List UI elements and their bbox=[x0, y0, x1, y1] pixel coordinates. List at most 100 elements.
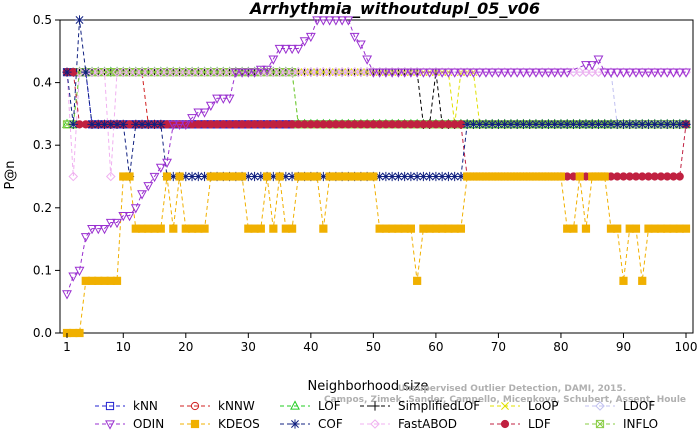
y-tick-label-2: 0.2 bbox=[33, 201, 52, 215]
point-fastabod-39 bbox=[306, 67, 316, 77]
point-fastabod-83 bbox=[581, 67, 591, 77]
point-fastabod-36 bbox=[287, 67, 297, 77]
point-cof-20 bbox=[187, 171, 197, 182]
point-odin-9 bbox=[118, 212, 129, 222]
legend-marker-lof bbox=[290, 400, 300, 410]
point-odin-25 bbox=[218, 94, 229, 104]
point-odin-38 bbox=[299, 37, 310, 47]
series-lof bbox=[62, 66, 691, 128]
point-cof-95 bbox=[656, 119, 666, 129]
legend-item-kdeos: KDEOS bbox=[180, 417, 260, 431]
point-fastabod-34 bbox=[274, 67, 285, 77]
series-line-ldof bbox=[67, 71, 686, 125]
point-cof-70 bbox=[500, 119, 510, 129]
point-cof-82 bbox=[575, 119, 585, 129]
point-cof-97 bbox=[668, 119, 679, 129]
point-odin-88 bbox=[624, 68, 635, 78]
point-kdeos-36 bbox=[287, 224, 297, 233]
series-layer bbox=[62, 15, 691, 338]
point-cof-51 bbox=[381, 171, 391, 182]
legend-marker-ldof bbox=[595, 401, 605, 411]
point-odin-67 bbox=[480, 68, 491, 78]
point-cof-88 bbox=[612, 119, 622, 129]
x-tick-label-5: 50 bbox=[366, 340, 381, 354]
point-cof-67 bbox=[481, 119, 491, 129]
point-cof-11 bbox=[131, 119, 141, 129]
point-fastabod-82 bbox=[574, 67, 585, 77]
point-cof-65 bbox=[468, 119, 479, 129]
x-axis-label: Neighborhood size bbox=[308, 379, 429, 394]
legend-label-ldf: LDF bbox=[528, 417, 551, 431]
point-kdeos-31 bbox=[256, 224, 265, 233]
point-cof-14 bbox=[149, 119, 160, 129]
point-cof-81 bbox=[568, 119, 579, 129]
point-kdeos-83 bbox=[581, 224, 591, 233]
point-cof-1 bbox=[68, 119, 78, 129]
point-odin-68 bbox=[487, 68, 498, 78]
point-kdeos-82 bbox=[575, 172, 584, 181]
point-odin-53 bbox=[393, 68, 404, 78]
point-cof-19 bbox=[181, 171, 191, 182]
series-line-lof bbox=[67, 71, 686, 125]
legend-marker-knn bbox=[105, 401, 115, 411]
point-kdeos-92 bbox=[638, 276, 647, 285]
point-cof-80 bbox=[562, 119, 572, 129]
point-odin-15 bbox=[155, 163, 166, 173]
credit-line-2: Campos, Zimek, Sander, Campello, Micenko… bbox=[324, 395, 686, 405]
point-fastabod-14 bbox=[149, 67, 160, 77]
point-odin-52 bbox=[387, 68, 398, 78]
point-fastabod-47 bbox=[356, 67, 366, 77]
point-odin-48 bbox=[362, 55, 373, 65]
point-fastabod-32 bbox=[262, 67, 272, 77]
legend-marker-loop bbox=[501, 402, 509, 410]
point-odin-90 bbox=[637, 68, 648, 78]
point-cof-13 bbox=[143, 119, 153, 129]
point-kdeos-81 bbox=[569, 224, 578, 233]
point-odin-20 bbox=[187, 114, 197, 124]
point-cof-53 bbox=[393, 171, 403, 182]
legend-label-lof: LOF bbox=[318, 399, 341, 413]
point-odin-70 bbox=[499, 68, 510, 78]
point-odin-56 bbox=[412, 68, 423, 78]
point-cof-85 bbox=[593, 119, 604, 129]
point-kdeos-56 bbox=[413, 276, 422, 285]
point-fastabod-42 bbox=[324, 67, 335, 77]
plot-frame bbox=[59, 19, 694, 334]
point-kdeos-91 bbox=[631, 224, 641, 233]
point-fastabod-24 bbox=[212, 67, 222, 77]
point-cof-2 bbox=[74, 15, 85, 25]
x-tick-label-3: 30 bbox=[241, 340, 256, 354]
point-cof-89 bbox=[618, 119, 629, 129]
point-odin-77 bbox=[543, 68, 554, 78]
chart-title: Arrhythmia_withoutdupl_05_v06 bbox=[248, 0, 540, 18]
point-cof-55 bbox=[406, 171, 416, 182]
series-loop bbox=[63, 68, 690, 129]
legend-marker-simplifiedlof bbox=[370, 401, 380, 411]
x-tick-label-0: 1 bbox=[63, 340, 71, 354]
point-odin-37 bbox=[293, 44, 304, 55]
point-odin-75 bbox=[531, 68, 541, 78]
point-fastabod-46 bbox=[349, 67, 360, 77]
series-kdeos bbox=[62, 172, 691, 338]
legend-item-cof: COF bbox=[280, 417, 343, 431]
point-odin-18 bbox=[174, 120, 185, 131]
point-fastabod-10 bbox=[124, 67, 135, 77]
point-odin-39 bbox=[305, 32, 316, 43]
point-cof-12 bbox=[137, 119, 147, 129]
x-axis: 1 10 20 30 40 50 60 70 80 90 100 bbox=[63, 333, 697, 354]
series-line-kdeos bbox=[67, 176, 686, 334]
point-odin-8 bbox=[112, 218, 122, 229]
x-tick-label-8: 80 bbox=[553, 340, 568, 354]
point-kdeos-49 bbox=[369, 172, 378, 181]
point-odin-80 bbox=[562, 68, 573, 78]
point-odin-82 bbox=[587, 61, 598, 71]
point-fastabod-21 bbox=[193, 67, 204, 77]
series-cof bbox=[62, 15, 691, 182]
legend-item-loop: LoOP bbox=[490, 399, 559, 413]
point-cof-41 bbox=[318, 171, 328, 182]
point-odin-54 bbox=[399, 68, 410, 78]
point-odin-10 bbox=[124, 212, 135, 222]
point-cof-84 bbox=[587, 119, 597, 129]
x-tick-label-4: 40 bbox=[303, 340, 318, 354]
point-cof-76 bbox=[537, 119, 547, 129]
